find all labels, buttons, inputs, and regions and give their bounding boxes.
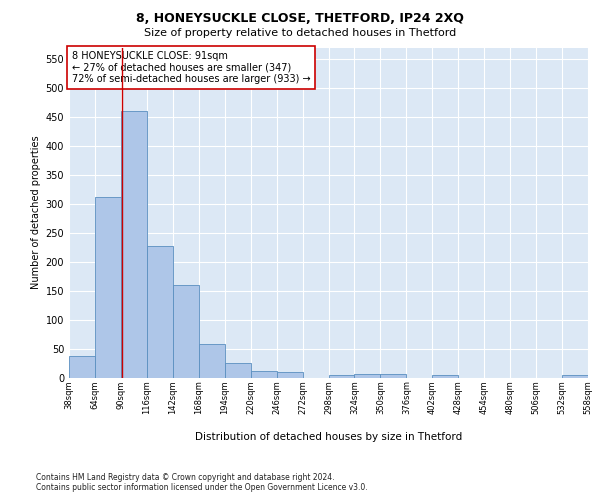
Bar bbox=[224, 363, 251, 378]
Bar bbox=[199, 344, 224, 378]
Bar bbox=[95, 197, 121, 378]
Text: Distribution of detached houses by size in Thetford: Distribution of detached houses by size … bbox=[195, 432, 463, 442]
Text: Size of property relative to detached houses in Thetford: Size of property relative to detached ho… bbox=[144, 28, 456, 38]
Bar bbox=[277, 372, 302, 378]
Bar bbox=[562, 374, 588, 378]
Y-axis label: Number of detached properties: Number of detached properties bbox=[31, 136, 41, 290]
Bar bbox=[251, 371, 277, 378]
Text: Contains public sector information licensed under the Open Government Licence v3: Contains public sector information licen… bbox=[36, 484, 368, 492]
Bar bbox=[69, 356, 95, 378]
Text: Contains HM Land Registry data © Crown copyright and database right 2024.: Contains HM Land Registry data © Crown c… bbox=[36, 472, 335, 482]
Text: 8 HONEYSUCKLE CLOSE: 91sqm
← 27% of detached houses are smaller (347)
72% of sem: 8 HONEYSUCKLE CLOSE: 91sqm ← 27% of deta… bbox=[71, 51, 310, 84]
Bar bbox=[329, 374, 355, 378]
Bar bbox=[147, 246, 173, 378]
Bar bbox=[432, 374, 458, 378]
Bar bbox=[121, 111, 147, 378]
Bar bbox=[173, 285, 199, 378]
Text: 8, HONEYSUCKLE CLOSE, THETFORD, IP24 2XQ: 8, HONEYSUCKLE CLOSE, THETFORD, IP24 2XQ bbox=[136, 12, 464, 26]
Bar bbox=[355, 374, 380, 378]
Bar bbox=[380, 374, 406, 378]
